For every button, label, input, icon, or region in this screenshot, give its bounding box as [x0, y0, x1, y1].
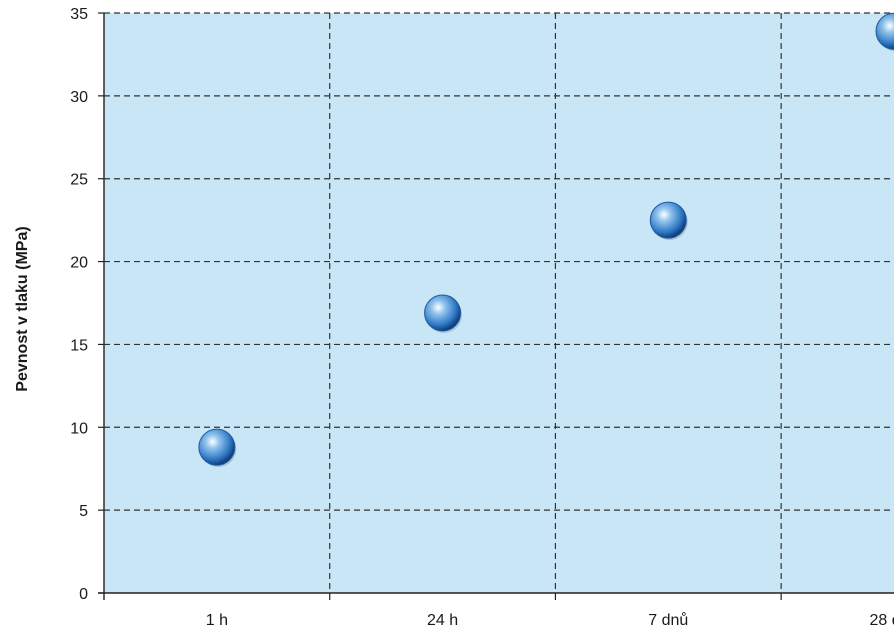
x-tick-label: 24 h	[427, 612, 458, 629]
y-tick-label: 10	[70, 420, 88, 437]
data-point	[198, 428, 236, 466]
tick-labels: 0 5 10 15 20 25 30 35 1 h 24 h 7 dnů 28 dnů	[70, 6, 894, 629]
data-point	[649, 201, 687, 239]
axes	[98, 12, 894, 600]
y-tick-label: 20	[70, 255, 88, 272]
plot-area	[104, 13, 894, 593]
y-tick-label: 5	[79, 503, 88, 520]
gridlines	[104, 12, 894, 593]
y-tick-label: 25	[70, 172, 88, 189]
data-point	[424, 294, 462, 332]
data-points	[198, 12, 894, 468]
x-tick-label: 28 dnů	[870, 611, 894, 629]
y-tick-label: 15	[70, 337, 88, 354]
data-point	[875, 12, 894, 50]
y-axis-title: Pevnost v tlaku (MPa)	[14, 226, 31, 391]
y-tick-label: 35	[70, 6, 88, 23]
x-tick-label: 1 h	[206, 612, 228, 629]
x-tick-label: 7 dnů	[648, 611, 688, 629]
y-tick-label: 30	[70, 89, 88, 106]
y-tick-label: 0	[79, 586, 88, 603]
